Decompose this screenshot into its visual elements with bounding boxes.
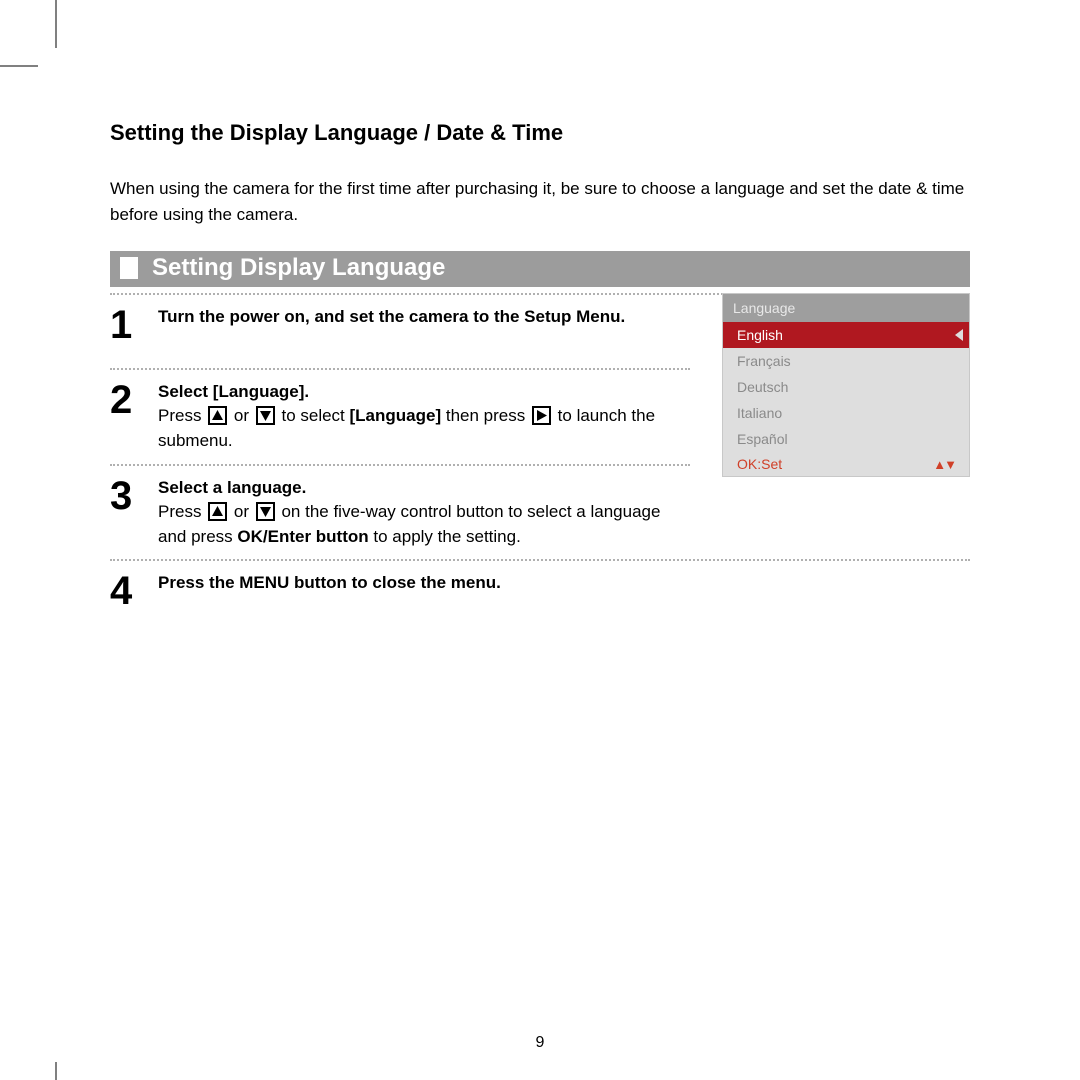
step-heading: Select a language. <box>158 476 690 501</box>
menu-arrows-icon: ▲▼ <box>933 457 955 472</box>
step-4: 4 Press the MENU button to close the men… <box>110 567 970 615</box>
divider <box>110 464 690 466</box>
divider <box>110 559 970 561</box>
step-text: to apply the setting. <box>369 527 521 546</box>
step-heading: Press the MENU button to close the menu. <box>158 573 501 592</box>
page-number: 9 <box>0 1034 1080 1052</box>
menu-ok-label: OK:Set <box>737 456 782 472</box>
step-body: Press the MENU button to close the menu. <box>158 571 970 596</box>
camera-menu-screenshot: Language English Français Deutsch Italia… <box>722 293 970 477</box>
step-bold: [Language] <box>350 406 442 425</box>
manual-page: Setting the Display Language / Date & Ti… <box>110 120 970 615</box>
step-text: Press <box>158 502 206 521</box>
step-heading: Select [Language]. <box>158 380 690 405</box>
intro-paragraph: When using the camera for the first time… <box>110 176 970 227</box>
section-heading-text: Setting Display Language <box>152 254 445 282</box>
menu-header: Language <box>723 294 969 322</box>
step-number: 2 <box>110 380 140 420</box>
crop-mark <box>55 0 57 48</box>
step-number: 1 <box>110 305 140 345</box>
step-text: or <box>229 406 254 425</box>
step-text: to select <box>277 406 350 425</box>
step-1: 1 Turn the power on, and set the camera … <box>110 301 690 362</box>
step-number: 3 <box>110 476 140 516</box>
down-icon <box>256 406 275 425</box>
section-bullet <box>120 257 138 279</box>
menu-item: Français <box>723 348 969 374</box>
step-body: Select [Language]. Press or to select [L… <box>158 380 690 454</box>
step-text: Press <box>158 406 206 425</box>
step-body: Select a language. Press or on the five-… <box>158 476 690 550</box>
menu-item: Español <box>723 426 969 452</box>
crop-mark <box>55 1062 57 1080</box>
step-text: then press <box>441 406 530 425</box>
menu-item: Deutsch <box>723 374 969 400</box>
section-heading-bar: Setting Display Language <box>110 251 970 287</box>
step-text: or <box>229 502 254 521</box>
step-3: 3 Select a language. Press or on the fiv… <box>110 472 690 554</box>
up-icon <box>208 502 227 521</box>
page-title: Setting the Display Language / Date & Ti… <box>110 120 970 146</box>
menu-item-selected: English <box>723 322 969 348</box>
steps-container: 1 Turn the power on, and set the camera … <box>110 293 970 615</box>
right-icon <box>532 406 551 425</box>
step-heading: Turn the power on, and set the camera to… <box>158 307 625 326</box>
step-number: 4 <box>110 571 140 611</box>
up-icon <box>208 406 227 425</box>
step-body: Turn the power on, and set the camera to… <box>158 305 690 358</box>
menu-footer: OK:Set ▲▼ <box>723 452 969 476</box>
crop-mark <box>0 65 38 67</box>
step-2: 2 Select [Language]. Press or to select … <box>110 376 690 458</box>
menu-item: Italiano <box>723 400 969 426</box>
step-bold: OK/Enter button <box>237 527 368 546</box>
down-icon <box>256 502 275 521</box>
divider <box>110 368 690 370</box>
